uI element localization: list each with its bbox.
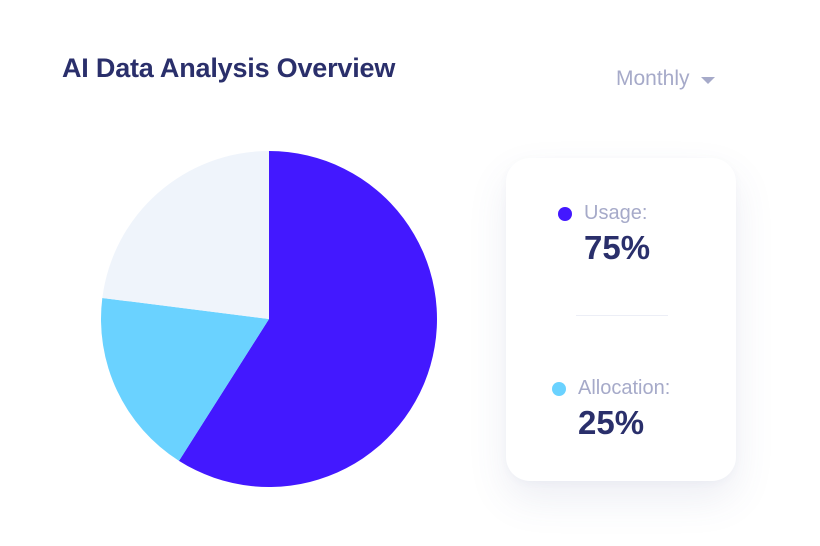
- page-title: AI Data Analysis Overview: [62, 53, 396, 83]
- usage-value: 75%: [584, 229, 651, 266]
- allocation-value: 25%: [578, 404, 645, 441]
- pie-slice-remainder: [102, 151, 269, 319]
- pie-slice-usage: [178, 151, 438, 487]
- pie-chart-svg: [101, 151, 438, 487]
- usage-color-dot: [558, 206, 572, 221]
- period-dropdown[interactable]: Monthly: [616, 64, 715, 94]
- allocation-color-dot: [552, 381, 566, 396]
- legend-item-usage: Usage: 75%: [506, 202, 736, 267]
- usage-label: Usage:: [584, 202, 648, 224]
- legend-item-allocation: Allocation: 25%: [506, 377, 736, 442]
- period-dropdown-label: Monthly: [616, 67, 690, 90]
- allocation-label: Allocation:: [578, 377, 671, 399]
- pie-slice-allocation: [101, 297, 270, 461]
- legend-divider: [576, 315, 668, 316]
- pie-chart: [100, 150, 438, 488]
- legend-card: Usage: 75% Allocation: 25%: [506, 158, 736, 481]
- chevron-down-icon: [700, 76, 715, 84]
